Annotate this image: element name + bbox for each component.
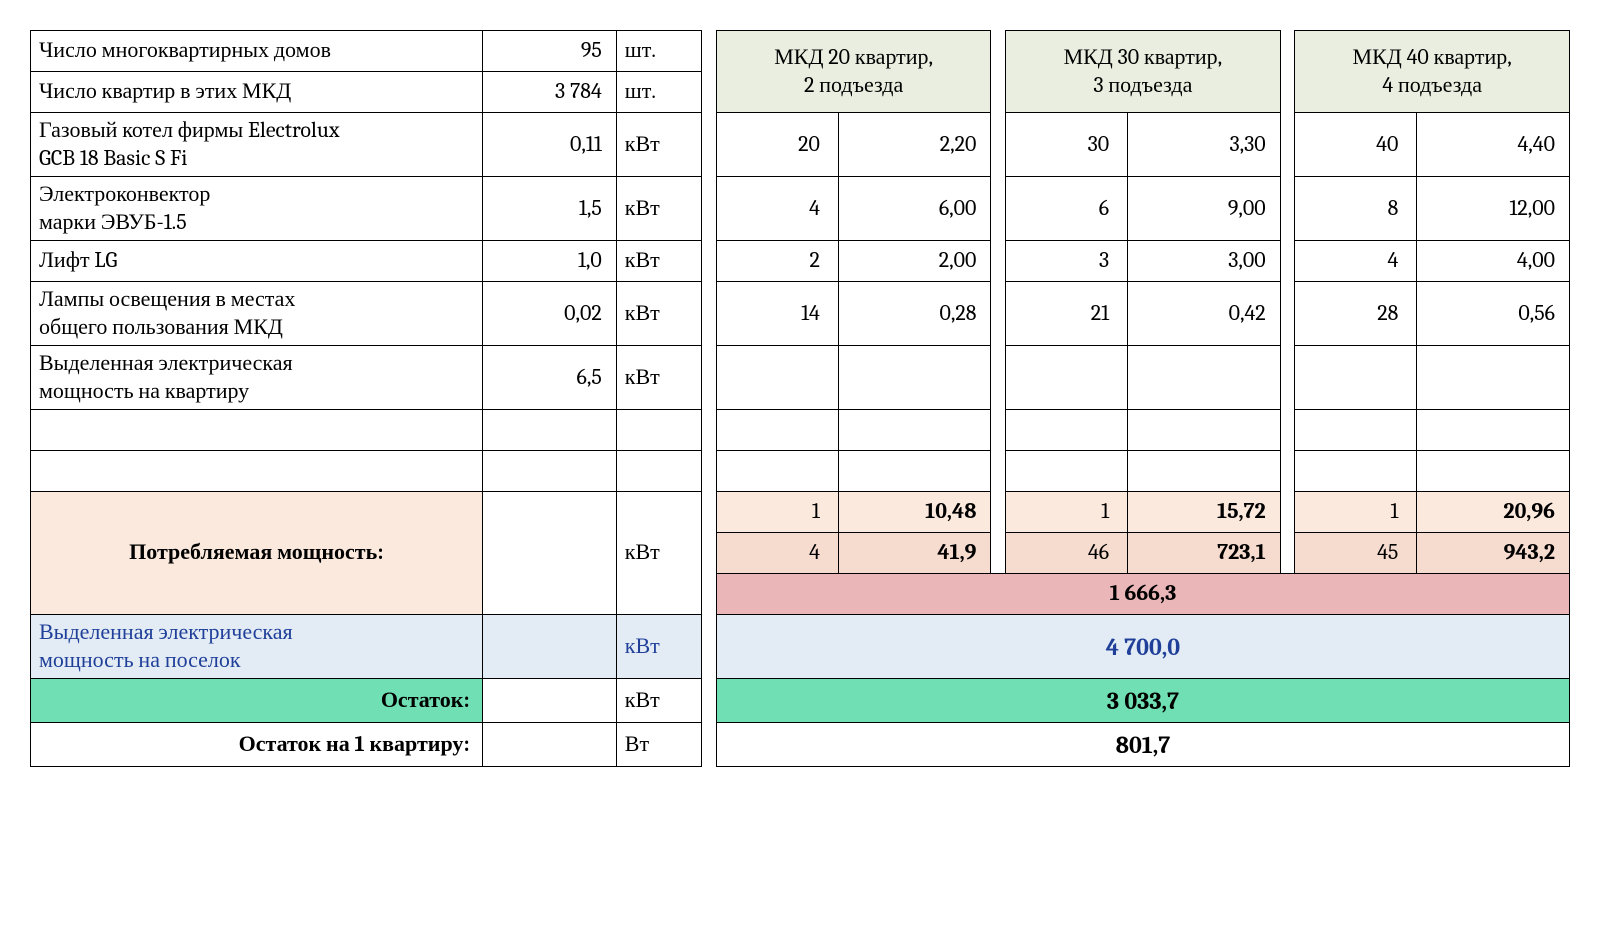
per-apt-value: 801,7 xyxy=(716,723,1569,767)
consumed-r2-g2-n: 45 xyxy=(1295,533,1417,574)
equip-2-g0-n: 2 xyxy=(716,241,838,282)
consumed-r1-g0-n: 1 xyxy=(716,492,838,533)
equip-4-label: Выделенная электрическаямощность на квар… xyxy=(31,346,483,410)
equip-3-unit: кВт xyxy=(616,282,701,346)
consumed-r1-g2-p: 20,96 xyxy=(1417,492,1570,533)
consumed-r1-g2-n: 1 xyxy=(1295,492,1417,533)
hdr-group-30: МКД 30 квартир,3 подъезда xyxy=(1006,31,1281,113)
equip-1-g1-n: 6 xyxy=(1006,177,1128,241)
equip-1-g2-n: 8 xyxy=(1295,177,1417,241)
equip-4-g1-n xyxy=(1006,346,1128,410)
equip-2-g1-p: 3,00 xyxy=(1128,241,1281,282)
consumed-unit: кВт xyxy=(616,492,701,615)
consumed-r1-g1-p: 15,72 xyxy=(1128,492,1281,533)
equip-0-g2-p: 4,40 xyxy=(1417,113,1570,177)
power-table: Число многоквартирных домов 95 шт. МКД 2… xyxy=(30,30,1570,767)
consumed-r2-g0-n: 4 xyxy=(716,533,838,574)
hdr-group-40: МКД 40 квартир,4 подъезда xyxy=(1295,31,1570,113)
allocated-unit: кВт xyxy=(616,615,701,679)
equip-2-unit: кВт xyxy=(616,241,701,282)
equip-0-g0-n: 20 xyxy=(716,113,838,177)
val-apts: 3 784 xyxy=(482,72,616,113)
equip-1-label: Электроконвектормарки ЭВУБ-1.5 xyxy=(31,177,483,241)
remainder-unit: кВт xyxy=(616,679,701,723)
equip-4-value: 6,5 xyxy=(482,346,616,410)
equip-0-g2-n: 40 xyxy=(1295,113,1417,177)
equip-1-g0-n: 4 xyxy=(716,177,838,241)
consumed-r2-g1-n: 46 xyxy=(1006,533,1128,574)
equip-3-g2-p: 0,56 xyxy=(1417,282,1570,346)
allocated-value: 4 700,0 xyxy=(716,615,1569,679)
equip-3-g1-p: 0,42 xyxy=(1128,282,1281,346)
equip-1-unit: кВт xyxy=(616,177,701,241)
equip-1-g2-p: 12,00 xyxy=(1417,177,1570,241)
consumed-total: 1 666,3 xyxy=(716,574,1569,615)
equip-0-g0-p: 2,20 xyxy=(838,113,991,177)
equip-3-g0-n: 14 xyxy=(716,282,838,346)
equip-2-g2-n: 4 xyxy=(1295,241,1417,282)
consumed-r2-g0-p: 41,9 xyxy=(838,533,991,574)
equip-3-label: Лампы освещения в местахобщего пользован… xyxy=(31,282,483,346)
consumed-r1-g0-p: 10,48 xyxy=(838,492,991,533)
consumed-label: Потребляемая мощность: xyxy=(31,492,483,615)
equip-3-g1-n: 21 xyxy=(1006,282,1128,346)
equip-0-value: 0,11 xyxy=(482,113,616,177)
remainder-label: Остаток: xyxy=(31,679,483,723)
equip-0-label: Газовый котел фирмы ElectroluxGCB 18 Bas… xyxy=(31,113,483,177)
equip-3-value: 0,02 xyxy=(482,282,616,346)
equip-1-value: 1,5 xyxy=(482,177,616,241)
unit-apts: шт. xyxy=(616,72,701,113)
equip-4-unit: кВт xyxy=(616,346,701,410)
consumed-r1-g1-n: 1 xyxy=(1006,492,1128,533)
label-apts: Число квартир в этих МКД xyxy=(31,72,483,113)
equip-4-g0-n xyxy=(716,346,838,410)
equip-4-g2-n xyxy=(1295,346,1417,410)
equip-4-g0-p xyxy=(838,346,991,410)
equip-4-g2-p xyxy=(1417,346,1570,410)
equip-0-g1-n: 30 xyxy=(1006,113,1128,177)
equip-1-g0-p: 6,00 xyxy=(838,177,991,241)
equip-2-value: 1,0 xyxy=(482,241,616,282)
equip-0-g1-p: 3,30 xyxy=(1128,113,1281,177)
equip-2-g1-n: 3 xyxy=(1006,241,1128,282)
equip-2-g0-p: 2,00 xyxy=(838,241,991,282)
consumed-r2-g2-p: 943,2 xyxy=(1417,533,1570,574)
unit-houses: шт. xyxy=(616,31,701,72)
equip-3-g2-n: 28 xyxy=(1295,282,1417,346)
label-houses: Число многоквартирных домов xyxy=(31,31,483,72)
consumed-r2-g1-p: 723,1 xyxy=(1128,533,1281,574)
equip-0-unit: кВт xyxy=(616,113,701,177)
equip-2-g2-p: 4,00 xyxy=(1417,241,1570,282)
per-apt-unit: Вт xyxy=(616,723,701,767)
allocated-label: Выделенная электрическаямощность на посе… xyxy=(31,615,483,679)
equip-4-g1-p xyxy=(1128,346,1281,410)
equip-1-g1-p: 9,00 xyxy=(1128,177,1281,241)
remainder-value: 3 033,7 xyxy=(716,679,1569,723)
val-houses: 95 xyxy=(482,31,616,72)
equip-3-g0-p: 0,28 xyxy=(838,282,991,346)
per-apt-label: Остаток на 1 квартиру: xyxy=(31,723,483,767)
equip-2-label: Лифт LG xyxy=(31,241,483,282)
hdr-group-20: МКД 20 квартир,2 подъезда xyxy=(716,31,991,113)
